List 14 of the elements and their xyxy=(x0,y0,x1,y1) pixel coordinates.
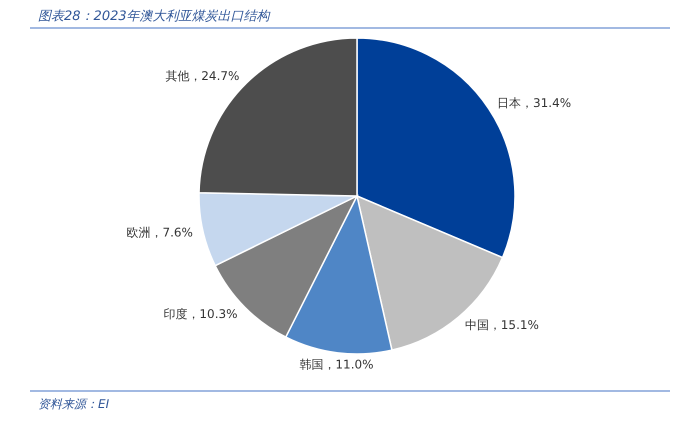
slice-label: 中国 xyxy=(464,318,489,332)
chart-title: 图表28：2023年澳大利亚煤炭出口结构 xyxy=(38,9,272,24)
data-label: ，15.1% xyxy=(488,318,539,332)
data-label: ，11.0% xyxy=(323,358,374,372)
slice-label: 其他 xyxy=(165,69,190,83)
slice-label: 日本 xyxy=(497,96,522,110)
data-label: ，10.3% xyxy=(187,307,238,322)
slice-label: 欧洲 xyxy=(126,225,150,240)
slice-label: 韩国 xyxy=(299,358,324,372)
text: 资料来源：EI xyxy=(38,397,110,411)
data-label: ，7.6% xyxy=(150,225,193,240)
data-label: ，24.7% xyxy=(189,69,240,83)
data-label: ，31.4% xyxy=(521,96,572,110)
slice-label: 印度 xyxy=(163,307,188,322)
